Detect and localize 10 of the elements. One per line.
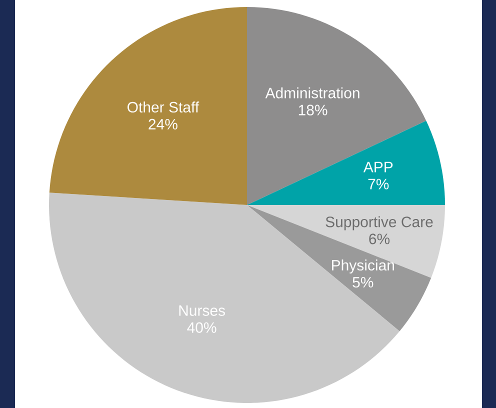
slice-label: Supportive Care <box>326 216 433 230</box>
data-label: 24% <box>148 118 178 130</box>
slice-label: APP <box>363 162 393 172</box>
slice-label: Other Staff <box>128 102 200 113</box>
data-label: 5% <box>352 277 374 288</box>
data-label: 7% <box>368 178 389 190</box>
data-label: 18% <box>298 104 328 116</box>
slice-label: Physician <box>332 260 394 274</box>
data-label: 6% <box>369 234 390 244</box>
slice-label: Administration <box>265 87 360 98</box>
